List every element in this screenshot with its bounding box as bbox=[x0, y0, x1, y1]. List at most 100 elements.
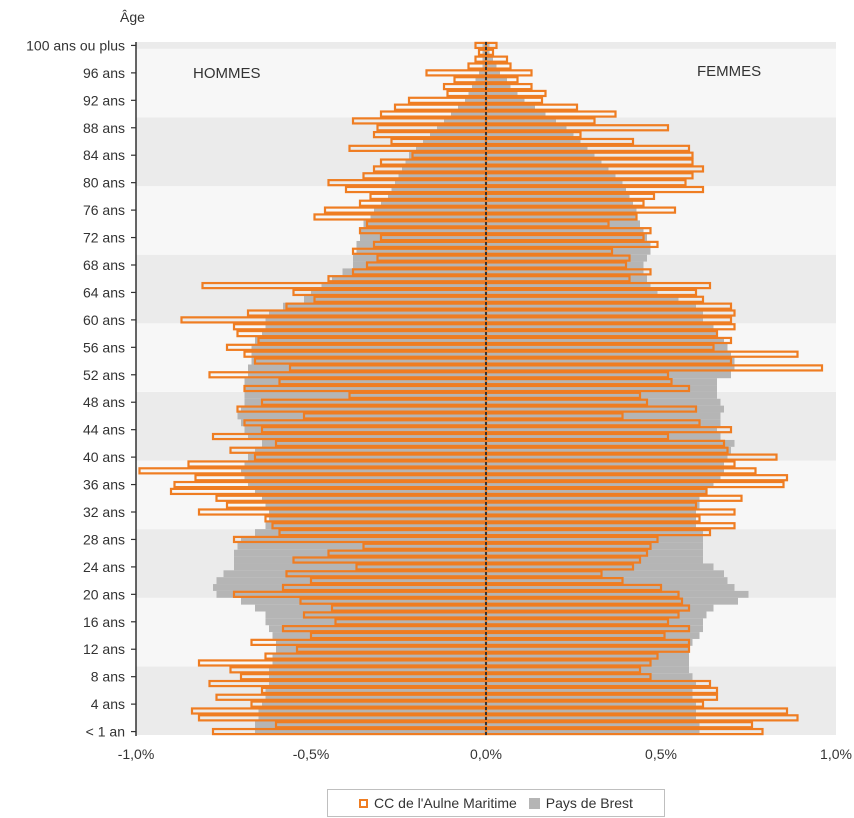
brest-men-bar-11 bbox=[272, 652, 486, 660]
legend: CC de l'Aulne Maritime Pays de Brest bbox=[327, 789, 665, 817]
brest-women-bar-3 bbox=[486, 707, 696, 715]
brest-men-bar-94 bbox=[472, 83, 486, 91]
x-tick-label: -1,0% bbox=[118, 746, 155, 762]
brest-men-bar-35 bbox=[255, 487, 486, 495]
brest-women-bar-53 bbox=[486, 364, 735, 372]
brest-women-bar-49 bbox=[486, 391, 717, 399]
brest-women-bar-12 bbox=[486, 645, 689, 653]
brest-women-bar-18 bbox=[486, 604, 714, 612]
brest-women-bar-25 bbox=[486, 556, 703, 564]
brest-women-bar-66 bbox=[486, 275, 647, 283]
brest-men-bar-20 bbox=[216, 590, 486, 598]
cc-women-bar-6 bbox=[484, 686, 719, 695]
cc-women-bar-59 bbox=[484, 323, 736, 331]
cc-women-bar-30 bbox=[484, 522, 736, 530]
cc-women-bar-33 bbox=[484, 501, 698, 509]
brest-men-bar-87 bbox=[430, 131, 486, 139]
y-tick-label: 16 ans bbox=[83, 614, 125, 630]
brest-women-bar-32 bbox=[486, 508, 696, 516]
brest-women-bar-43 bbox=[486, 433, 721, 440]
brest-women-bar-61 bbox=[486, 309, 703, 317]
brest-men-bar-96 bbox=[479, 69, 486, 77]
brest-women-bar-42 bbox=[486, 439, 735, 447]
brest-men-bar-25 bbox=[234, 556, 486, 564]
y-tick-label: 60 ans bbox=[83, 312, 125, 328]
brest-women-bar-82 bbox=[486, 165, 609, 173]
brest-women-bar-59 bbox=[486, 323, 714, 331]
brest-men-bar-100 bbox=[482, 42, 486, 49]
y-tick-label: 88 ans bbox=[83, 120, 125, 136]
brest-men-bar-68 bbox=[353, 261, 486, 269]
brest-women-bar-1 bbox=[486, 721, 700, 729]
brest-women-bar-73 bbox=[486, 227, 644, 235]
brest-men-bar-26 bbox=[234, 549, 486, 557]
brest-men-bar-73 bbox=[360, 227, 486, 235]
brest-women-bar-84 bbox=[486, 151, 595, 159]
y-tick-label: 72 ans bbox=[83, 230, 125, 246]
brest-women-bar-67 bbox=[486, 268, 644, 276]
cc-women-bar-38 bbox=[484, 467, 757, 475]
brest-women-bar-48 bbox=[486, 398, 721, 406]
y-tick-label: 36 ans bbox=[83, 477, 125, 493]
brest-men-bar-67 bbox=[342, 268, 486, 276]
brest-women-bar-72 bbox=[486, 234, 647, 241]
brest-women-bar-60 bbox=[486, 316, 703, 324]
brest-men-bar-80 bbox=[395, 179, 486, 187]
brest-women-bar-46 bbox=[486, 412, 721, 420]
brest-men-bar-34 bbox=[262, 494, 486, 502]
pays-de-brest-bars bbox=[213, 42, 749, 735]
brest-women-bar-31 bbox=[486, 515, 696, 523]
brest-men-bar-29 bbox=[255, 529, 486, 537]
y-tick-label: 56 ans bbox=[83, 339, 125, 355]
y-tick-label: 8 ans bbox=[91, 669, 125, 685]
cc-women-bar-3 bbox=[484, 707, 789, 715]
cc-women-bar-84 bbox=[484, 151, 694, 159]
brest-men-bar-69 bbox=[353, 254, 486, 262]
brest-men-bar-65 bbox=[321, 282, 486, 290]
brest-men-bar-46 bbox=[237, 412, 486, 420]
brest-men-bar-76 bbox=[374, 206, 486, 214]
y-tick-label: 96 ans bbox=[83, 65, 125, 81]
brest-women-bar-11 bbox=[486, 652, 689, 660]
legend-item-brest: Pays de Brest bbox=[528, 795, 633, 811]
brest-men-bar-72 bbox=[360, 234, 486, 241]
cc-women-bar-46 bbox=[484, 412, 624, 420]
brest-men-bar-86 bbox=[423, 138, 486, 145]
cc-women-bar-65 bbox=[484, 281, 712, 290]
brest-women-bar-10 bbox=[486, 659, 689, 667]
x-tick-label: 1,0% bbox=[820, 746, 852, 762]
brest-men-bar-79 bbox=[391, 186, 486, 193]
brest-men-bar-50 bbox=[244, 385, 486, 392]
brest-men-bar-84 bbox=[409, 151, 486, 159]
brest-women-bar-83 bbox=[486, 158, 602, 166]
brest-men-bar-61 bbox=[269, 309, 486, 317]
cc-women-bar-49 bbox=[484, 391, 642, 399]
brest-women-bar-63 bbox=[486, 295, 679, 303]
cc-women-bar-75 bbox=[484, 213, 638, 221]
brest-men-bar-98 bbox=[482, 55, 486, 63]
brest-men-bar-2 bbox=[258, 714, 486, 722]
brest-men-bar-21 bbox=[213, 584, 486, 591]
brest-women-bar-100 bbox=[486, 42, 490, 49]
brest-women-bar-87 bbox=[486, 131, 574, 139]
brest-men-bar-90 bbox=[451, 110, 486, 118]
cc-women-bar-94 bbox=[484, 82, 533, 91]
brest-men-bar-49 bbox=[244, 391, 486, 399]
cc-women-bar-54 bbox=[484, 357, 733, 365]
y-tick-label: 20 ans bbox=[83, 586, 125, 602]
brest-men-bar-53 bbox=[248, 364, 486, 372]
brest-women-bar-16 bbox=[486, 618, 703, 626]
brest-men-bar-8 bbox=[269, 673, 486, 681]
brest-women-bar-57 bbox=[486, 337, 724, 344]
brest-men-bar-19 bbox=[241, 597, 486, 605]
cc-women-bar-86 bbox=[484, 137, 635, 146]
cc-women-bar-89 bbox=[484, 117, 596, 125]
cc-women-bar-35 bbox=[484, 487, 708, 496]
cc-women-bar-41 bbox=[484, 446, 729, 454]
brest-women-bar-23 bbox=[486, 570, 724, 578]
cc-women-bar-67 bbox=[484, 268, 652, 276]
y-tick-label: 24 ans bbox=[83, 559, 125, 575]
brest-women-bar-94 bbox=[486, 83, 511, 91]
brest-women-bar-29 bbox=[486, 529, 703, 537]
brest-men-bar-92 bbox=[465, 96, 486, 104]
